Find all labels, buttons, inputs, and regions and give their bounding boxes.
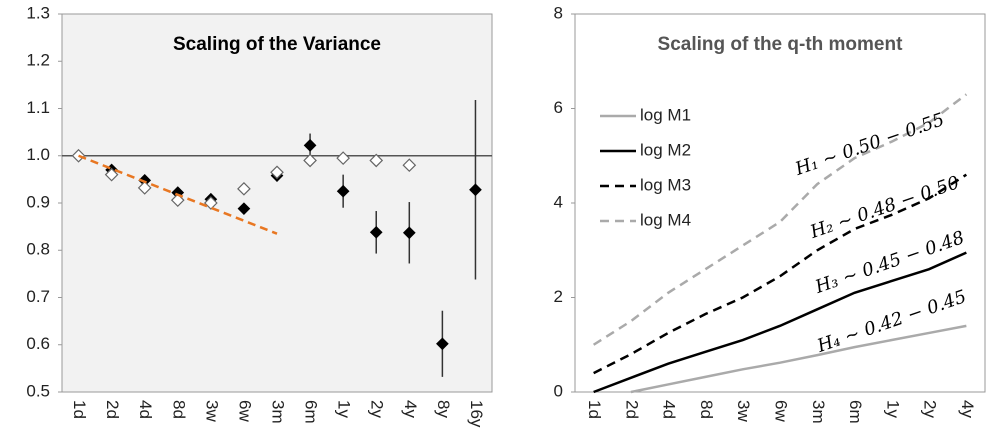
y-tick-label: 1.2 xyxy=(26,51,50,70)
y-tick-label: 8 xyxy=(554,3,563,22)
x-tick-label: 1y xyxy=(883,400,902,418)
open-marker xyxy=(336,151,351,165)
x-tick-label: 4y xyxy=(401,400,420,418)
filled-marker xyxy=(436,337,449,351)
open-marker xyxy=(237,181,251,196)
series-line xyxy=(593,173,968,375)
legend-label: log M3 xyxy=(640,175,691,194)
x-tick-label: 3m xyxy=(269,400,288,424)
x-tick-label: 4y xyxy=(958,400,977,418)
open-marker xyxy=(104,167,119,182)
x-tick-label: 1d xyxy=(585,400,604,419)
y-tick-label: 6 xyxy=(554,98,563,117)
filled-marker xyxy=(336,184,350,198)
open-marker xyxy=(402,158,417,173)
x-tick-label: 8d xyxy=(169,400,188,419)
legend-label: log M2 xyxy=(640,140,691,159)
y-tick-label: 0.5 xyxy=(26,381,50,400)
x-tick-label: 1d xyxy=(70,400,89,419)
x-tick-label: 3m xyxy=(809,400,828,424)
x-tick-label: 2y xyxy=(368,400,387,418)
y-tick-label: 4 xyxy=(554,192,563,211)
y-tick-label: 0.9 xyxy=(26,192,50,211)
series-line xyxy=(593,251,967,394)
open-marker xyxy=(137,181,152,195)
plot-area xyxy=(61,13,493,393)
y-tick-label: 1.0 xyxy=(26,145,50,164)
open-marker xyxy=(203,196,218,210)
x-tick-label: 6m xyxy=(302,400,321,424)
x-tick-label: 6w xyxy=(772,400,791,422)
x-tick-label: 2y xyxy=(921,400,940,418)
series-line xyxy=(630,324,967,394)
y-tick-label: 0.8 xyxy=(26,240,50,259)
chart-title: Scaling of the q-th moment xyxy=(658,34,904,55)
legend-label: log M4 xyxy=(640,210,691,229)
x-tick-label: 4d xyxy=(660,400,679,419)
series-line xyxy=(592,93,968,346)
y-tick-label: 0.6 xyxy=(26,334,50,353)
x-tick-label: 16y xyxy=(467,400,486,428)
trend-line xyxy=(78,154,278,235)
filled-marker xyxy=(369,225,383,239)
x-tick-label: 8d xyxy=(697,400,716,419)
y-tick-label: 2 xyxy=(554,287,563,306)
x-tick-label: 6m xyxy=(846,400,865,424)
y-tick-label: 1.3 xyxy=(26,3,50,22)
filled-marker xyxy=(469,183,482,197)
x-tick-label: 4d xyxy=(136,400,155,419)
chart-title: Scaling of the Variance xyxy=(173,34,381,55)
x-tick-label: 6w xyxy=(235,400,254,422)
open-marker xyxy=(369,153,384,168)
filled-marker xyxy=(303,139,317,152)
x-tick-label: 3w xyxy=(734,400,753,422)
x-tick-label: 1y xyxy=(335,400,354,418)
x-tick-label: 2d xyxy=(622,400,641,419)
open-marker xyxy=(270,165,284,180)
open-marker xyxy=(303,153,317,168)
legend-label: log M1 xyxy=(640,105,691,124)
filled-marker xyxy=(237,202,251,216)
y-tick-label: 0 xyxy=(554,381,563,400)
x-tick-label: 2d xyxy=(103,400,122,419)
x-tick-label: 8y xyxy=(434,400,453,418)
x-tick-label: 3w xyxy=(202,400,221,422)
y-tick-label: 0.7 xyxy=(26,287,50,306)
y-tick-label: 1.1 xyxy=(26,98,50,117)
filled-marker xyxy=(402,226,416,240)
